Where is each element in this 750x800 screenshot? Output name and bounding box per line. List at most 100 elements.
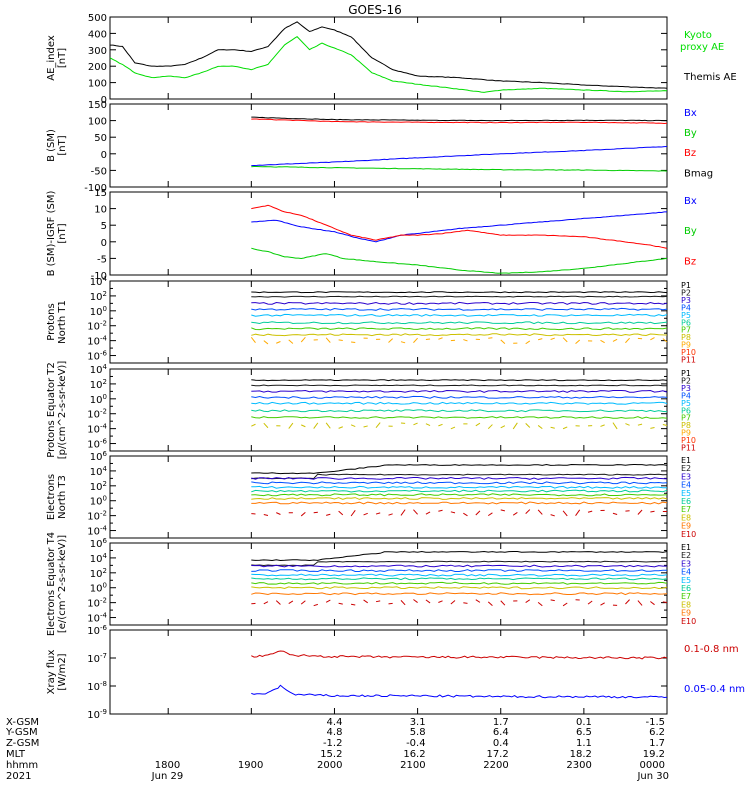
channel-trace-e4 bbox=[251, 569, 668, 573]
channel-trace-p8 bbox=[325, 422, 331, 429]
channel-trace-p1 bbox=[251, 379, 668, 382]
channel-trace-p8 bbox=[375, 422, 381, 428]
channel-legend-e3: E3 bbox=[681, 472, 691, 481]
channel-legend-e8: E8 bbox=[681, 600, 691, 609]
channel-trace-e10 bbox=[612, 512, 618, 515]
ephem-row-label: 2021 bbox=[6, 771, 31, 782]
channel-legend-e2: E2 bbox=[681, 464, 691, 473]
channel-trace-p9 bbox=[562, 337, 568, 343]
panel-frame bbox=[109, 191, 668, 276]
channel-trace-p8 bbox=[550, 426, 555, 429]
series-line-themis-ae bbox=[110, 21, 668, 89]
y-tick-label: 102 bbox=[90, 567, 107, 580]
channel-legend-e8: E8 bbox=[681, 513, 691, 522]
channel-legend-p2: P2 bbox=[681, 288, 691, 297]
channel-trace-p5 bbox=[251, 401, 668, 405]
channel-trace-e10 bbox=[325, 599, 331, 603]
panel-frame bbox=[109, 368, 668, 452]
y-tick-label: 102 bbox=[90, 480, 107, 493]
y-tick-label: 100 bbox=[90, 305, 107, 318]
channel-trace-e8 bbox=[251, 497, 668, 500]
channel-trace-p1 bbox=[251, 291, 668, 294]
y-tick-label: 100 bbox=[90, 495, 107, 508]
y-tick-label: 5 bbox=[101, 221, 107, 232]
channel-trace-p8 bbox=[487, 424, 493, 430]
channel-trace-e10 bbox=[400, 509, 406, 516]
channel-trace-p4 bbox=[251, 307, 668, 311]
ephem-value: 0.4 bbox=[493, 738, 509, 749]
channel-trace-e2 bbox=[251, 560, 668, 567]
ephem-row-label: Z-GSM bbox=[6, 738, 39, 749]
channel-trace-p3 bbox=[251, 389, 668, 393]
channel-trace-p9 bbox=[525, 340, 531, 345]
y-tick-label: 15 bbox=[94, 188, 107, 199]
y-tick-label: -5 bbox=[97, 254, 107, 265]
channel-trace-p8 bbox=[637, 423, 643, 426]
channel-trace-e10 bbox=[300, 600, 306, 605]
ephem-value: 6.4 bbox=[493, 727, 509, 738]
channel-trace-e6 bbox=[251, 489, 668, 493]
channel-trace-p8 bbox=[525, 423, 531, 428]
channel-trace-p7 bbox=[251, 415, 668, 419]
series-line-0-1-0-8-nm bbox=[251, 650, 668, 660]
series-line-bz bbox=[251, 118, 668, 125]
channel-trace-p8 bbox=[288, 422, 294, 429]
ephem-hhmm: 1900 bbox=[238, 760, 263, 771]
channel-trace-p9 bbox=[288, 339, 294, 344]
channel-trace-e10 bbox=[463, 602, 468, 604]
channel-legend-p1: P1 bbox=[681, 369, 691, 378]
channel-trace-e10 bbox=[662, 601, 668, 604]
y-tick-label: -10 bbox=[91, 271, 107, 282]
y-tick-label: 10-2 bbox=[87, 510, 107, 523]
channel-trace-e4 bbox=[251, 481, 668, 485]
channel-trace-p4 bbox=[251, 395, 668, 399]
ephem-value: 1.7 bbox=[649, 738, 665, 749]
channel-trace-p9 bbox=[250, 336, 256, 343]
channel-trace-p8 bbox=[251, 423, 256, 427]
ephem-row-label: hhmm bbox=[6, 760, 38, 771]
y-tick-label: 10 bbox=[94, 205, 107, 216]
y-tick-label: 100 bbox=[90, 582, 107, 595]
channel-trace-p9 bbox=[325, 337, 331, 343]
channel-trace-e10 bbox=[263, 513, 269, 516]
channel-trace-p8 bbox=[562, 426, 568, 430]
channel-trace-e10 bbox=[388, 513, 393, 516]
legend-bz: Bz bbox=[684, 148, 696, 159]
ephem-value: 1.1 bbox=[576, 738, 592, 749]
channel-trace-e10 bbox=[326, 513, 331, 516]
y-tick-label: 200 bbox=[88, 62, 107, 73]
channel-trace-e9 bbox=[251, 501, 668, 505]
y-tick-label: 10-4 bbox=[87, 612, 107, 625]
channel-trace-e10 bbox=[562, 510, 568, 517]
y-tick-label: 100 bbox=[88, 79, 107, 90]
channel-legend-e4: E4 bbox=[681, 481, 691, 490]
figure-title: GOES-16 bbox=[348, 3, 402, 17]
channel-legend-p5: P5 bbox=[681, 311, 691, 320]
y-axis-label: Xray flux[W/m2] bbox=[46, 650, 68, 695]
panel-3: -10 -5 0 5 10 15 B (SM)-IGRF (SM)[nT] Bx By Bz bbox=[46, 188, 697, 282]
y-tick-label: 0 bbox=[101, 238, 107, 249]
channel-trace-e10 bbox=[313, 603, 318, 607]
channel-trace-p3 bbox=[251, 301, 668, 305]
ephem-row-label: X-GSM bbox=[6, 717, 39, 728]
channel-trace-e10 bbox=[650, 601, 655, 606]
ephem-value: 2200 bbox=[483, 760, 508, 771]
channel-legend-p4: P4 bbox=[681, 391, 691, 400]
channel-trace-e3 bbox=[251, 564, 667, 568]
legend-0-1-0-8-nm: 0.1-0.8 nm bbox=[684, 644, 739, 655]
y-axis-label: ElectronsNorth T3 bbox=[46, 474, 68, 520]
channel-trace-e10 bbox=[413, 599, 418, 603]
ephem-value: 5.8 bbox=[410, 727, 426, 738]
channel-trace-e10 bbox=[363, 599, 369, 604]
channel-trace-p8 bbox=[338, 426, 343, 429]
panel-frame bbox=[109, 455, 668, 539]
channel-legend-e5: E5 bbox=[681, 576, 691, 585]
channel-trace-e8 bbox=[251, 586, 668, 590]
panel-frame bbox=[109, 542, 668, 626]
channel-legend-p7: P7 bbox=[681, 326, 691, 335]
channel-legend-p11: P11 bbox=[681, 444, 696, 453]
channel-trace-p8 bbox=[500, 425, 506, 429]
channel-trace-e10 bbox=[537, 509, 543, 515]
y-tick-label: 104 bbox=[90, 465, 108, 478]
